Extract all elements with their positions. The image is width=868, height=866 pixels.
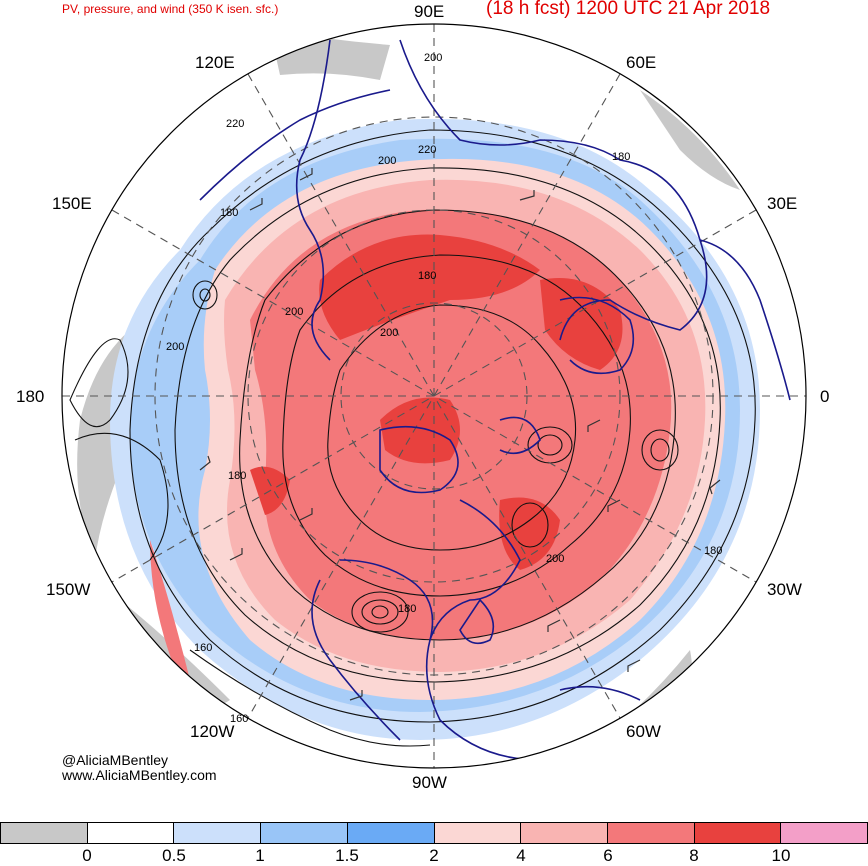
svg-text:200: 200: [166, 341, 184, 353]
svg-text:200: 200: [378, 155, 396, 167]
credit-handle: @AliciaMBentley: [62, 752, 169, 768]
colorbar-swatch: [86, 822, 174, 844]
colorbar-swatch: [693, 822, 781, 844]
lon-label-180: 180: [16, 387, 45, 406]
lon-label-30e: 30E: [767, 194, 798, 213]
lat-lon-grid: [62, 24, 806, 768]
lon-label-120w: 120W: [190, 722, 235, 741]
lon-label-60w: 60W: [626, 722, 661, 741]
lon-label-30w: 30W: [767, 580, 802, 599]
svg-text:200: 200: [424, 52, 442, 64]
credit-site: www.AliciaMBentley.com: [62, 767, 217, 783]
svg-text:180: 180: [228, 470, 246, 482]
svg-text:220: 220: [418, 144, 436, 156]
colorbar-tick: 1: [255, 846, 265, 865]
colorbar-swatch: [520, 822, 607, 844]
svg-text:220: 220: [226, 118, 244, 130]
svg-text:180: 180: [418, 270, 436, 282]
colorbar-tick: 6: [603, 846, 613, 865]
colorbar-swatch: [780, 822, 868, 844]
map-title: (18 h fcst) 1200 UTC 21 Apr 2018: [486, 0, 771, 19]
colorbar-tick: 2: [429, 846, 439, 865]
svg-text:200: 200: [285, 306, 303, 318]
colorbar-swatch: [606, 822, 694, 844]
colorbar-tick: 10: [771, 846, 791, 865]
svg-text:180: 180: [612, 151, 630, 163]
svg-text:160: 160: [194, 642, 212, 654]
map-subtitle: PV, pressure, and wind (350 K isen. sfc.…: [62, 2, 279, 16]
coastlines: [199, 39, 791, 761]
colorbar-swatch: [260, 822, 347, 844]
colorbar-swatch: [0, 822, 87, 844]
svg-text:180: 180: [398, 603, 416, 615]
lon-label-90e: 90E: [414, 2, 445, 21]
lon-label-60e: 60E: [626, 53, 657, 72]
svg-text:200: 200: [546, 553, 564, 565]
svg-text:200: 200: [380, 327, 398, 339]
contour-labels: 200 220 220 200 180 180 180 200 200 200 …: [166, 52, 722, 725]
colorbar-tick: 8: [689, 846, 699, 865]
lon-label-120e: 120E: [195, 53, 235, 72]
colorbar: [0, 822, 868, 844]
lon-label-150w: 150W: [46, 580, 91, 599]
svg-text:180: 180: [220, 207, 238, 219]
lon-label-90w: 90W: [412, 773, 447, 792]
colorbar-swatch: [433, 822, 521, 844]
colorbar-tick: 4: [516, 846, 526, 865]
colorbar-swatch: [346, 822, 434, 844]
height-contours: [69, 129, 756, 761]
map-border: [61, 23, 807, 769]
colorbar-tick: 0: [82, 846, 92, 865]
polar-map: 200 220 220 200 180 180 180 200 200 200 …: [61, 23, 807, 769]
lon-label-150e: 150E: [52, 194, 92, 213]
colorbar-swatch: [173, 822, 261, 844]
lon-label-0: 0: [820, 387, 830, 406]
svg-text:180: 180: [704, 545, 722, 557]
colorbar-tick: 0.5: [162, 846, 186, 865]
wind-barbs: [199, 168, 721, 701]
colorbar-tick: 1.5: [335, 846, 359, 865]
colorbar-ticks: 0 0.5 1 1.5 2 4 6 8 10: [0, 846, 868, 866]
svg-text:160: 160: [230, 713, 248, 725]
